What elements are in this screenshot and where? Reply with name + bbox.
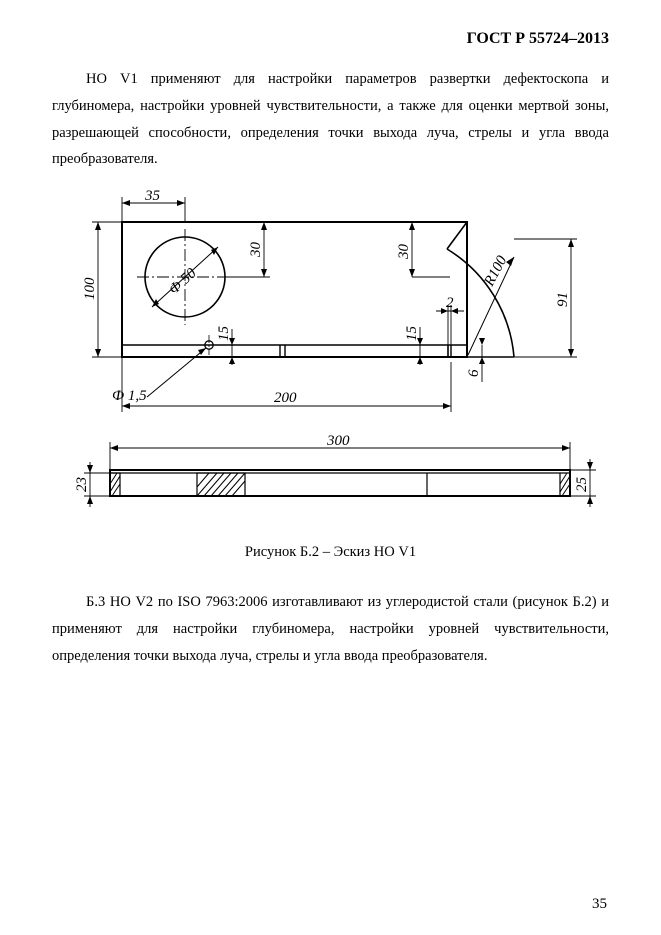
dim-100: 100: [82, 277, 98, 300]
figure-b2: Ф 50 Ф 1,5 R100: [52, 187, 609, 522]
page-number: 35: [592, 896, 607, 913]
dim-phi1-5: Ф 1,5: [112, 388, 147, 404]
dim-6: 6: [466, 369, 482, 377]
dim-r100: R100: [481, 253, 511, 290]
paragraph-1: НО V1 применяют для настройки параметров…: [52, 66, 609, 173]
dim-300: 300: [326, 433, 350, 449]
dim-15b: 15: [404, 326, 420, 342]
page: ГОСТ Р 55724–2013 НО V1 применяют для на…: [0, 0, 661, 935]
dim-2: 2: [446, 295, 454, 311]
dim-35: 35: [144, 188, 161, 204]
dim-23: 23: [74, 477, 90, 492]
dim-200: 200: [274, 390, 297, 406]
dim-phi50: Ф 50: [166, 265, 200, 298]
dim-91: 91: [555, 292, 571, 307]
doc-header: ГОСТ Р 55724–2013: [52, 30, 609, 48]
dim-30b: 30: [396, 244, 412, 261]
dim-25: 25: [574, 477, 590, 493]
side-view-svg: 300 23 25: [52, 432, 607, 517]
top-view-svg: Ф 50 Ф 1,5 R100: [52, 187, 607, 427]
paragraph-2: Б.3 НО V2 по ISO 7963:2006 изготавливают…: [52, 589, 609, 669]
dim-15a: 15: [216, 326, 232, 342]
figure-caption: Рисунок Б.2 – Эскиз НО V1: [52, 544, 609, 561]
dim-30a: 30: [248, 242, 264, 259]
